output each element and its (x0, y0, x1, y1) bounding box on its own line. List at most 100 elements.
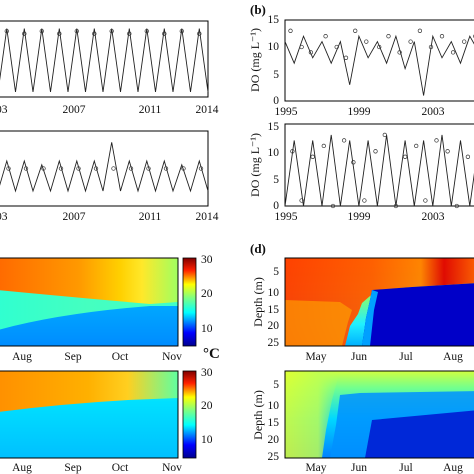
tick-label: 2014 (196, 211, 219, 223)
tick-label: Oct (112, 351, 129, 363)
observed-points (288, 28, 474, 60)
tick-label: Aug (12, 351, 32, 363)
heatmap-cold-layer (362, 283, 474, 346)
data-point (321, 143, 326, 149)
data-point (308, 50, 314, 55)
model-line (0, 28, 209, 92)
data-point (462, 39, 467, 44)
data-point (144, 28, 149, 34)
data-point (22, 31, 27, 36)
plot-frame (284, 370, 474, 459)
tick-label: Nov (162, 462, 182, 474)
data-point (163, 166, 169, 171)
tick-label: Jun (351, 351, 367, 363)
tick-label: 5 (273, 69, 279, 81)
tick-label: 2014 (196, 104, 219, 116)
data-point (417, 28, 423, 33)
tick-label: 0 (273, 95, 279, 107)
data-point (39, 28, 44, 34)
observed-points (4, 28, 202, 36)
tick-label: May (305, 462, 326, 474)
tick-label: 20 (201, 400, 213, 412)
plot-frame (0, 130, 209, 207)
data-point (92, 31, 97, 36)
tick-label: 03 (0, 104, 8, 116)
panel-c-bottom-colorbar: 10 20 30 (182, 367, 213, 459)
plot-frame (284, 123, 474, 207)
data-point (362, 198, 367, 203)
tick-label: Sep (64, 462, 82, 474)
observed-points (290, 132, 471, 209)
tick-label: Oct (112, 462, 129, 474)
data-point (4, 28, 9, 34)
data-point (323, 34, 328, 39)
plot-frame (284, 19, 474, 102)
panel-b-bottom: DO (mg L⁻¹) 0 5 10 15 1995 1999 2003 (248, 121, 474, 223)
data-point (454, 203, 459, 209)
data-point (434, 138, 439, 143)
data-point (353, 28, 358, 33)
panel-label-b: (b) (250, 2, 266, 17)
data-point (364, 39, 369, 44)
data-point (343, 55, 349, 60)
plot-frame (0, 20, 209, 98)
tick-label: 10 (201, 323, 213, 335)
data-point (127, 31, 132, 36)
panel-a-bottom (0, 130, 209, 207)
panel-d-bottom-heatmap: Depth (m) 5 10 15 20 25 May Jun Jul Aug (251, 370, 474, 474)
tick-label: 10 (268, 287, 280, 299)
tick-label: Aug (443, 462, 463, 474)
heatmap-cold-layer (365, 410, 474, 458)
data-point (334, 44, 339, 50)
panel-a-top (0, 20, 209, 98)
tick-label: Sep (64, 351, 82, 363)
tick-label: 2011 (139, 104, 162, 116)
colorbar (182, 257, 197, 347)
tick-label: 10 (268, 41, 280, 53)
tick-label: Aug (12, 462, 32, 474)
tick-label: 20 (201, 288, 213, 300)
panel-c-bottom-heatmap: Aug Sep Oct Nov (0, 370, 182, 474)
tick-label: 30 (201, 254, 213, 266)
tick-label: 15 (268, 121, 280, 133)
data-point (465, 154, 471, 159)
heatmap-warm-wedge (285, 371, 340, 458)
data-point (386, 34, 391, 39)
data-point (373, 149, 378, 154)
tick-label: 1995 (275, 106, 298, 118)
data-point (93, 166, 99, 171)
tick-label: 10 (201, 434, 213, 446)
tick-label: 2007 (63, 211, 86, 223)
data-point (128, 166, 134, 171)
heatmap-surface-layer (0, 371, 178, 412)
data-point (414, 143, 419, 149)
data-point (299, 44, 304, 50)
panel-b-top: DO (mg L⁻¹) 0 5 10 15 1995 1999 2003 (248, 14, 474, 118)
data-point (179, 28, 184, 34)
tick-label: 15 (268, 304, 280, 316)
data-point (439, 34, 445, 39)
tick-label: Nov (162, 351, 182, 363)
tick-label: 20 (268, 434, 280, 446)
data-point (351, 160, 356, 165)
data-point (198, 166, 204, 171)
data-point (74, 28, 79, 34)
plot-frame (0, 257, 179, 347)
panel-c-top-heatmap: Aug Sep Oct Nov (0, 257, 182, 363)
tick-label: Aug (443, 351, 463, 363)
data-point (181, 166, 186, 171)
data-point (382, 132, 387, 138)
data-point (445, 149, 450, 154)
tick-label: 2007 (63, 104, 86, 116)
tick-label: 5 (273, 174, 279, 186)
tick-label: 30 (201, 367, 213, 379)
data-point (428, 44, 434, 50)
tick-label: 20 (268, 320, 280, 332)
tick-label: 10 (268, 147, 280, 159)
panel-c-top-colorbar: 10 20 30 (182, 254, 213, 347)
colorbar (182, 370, 197, 459)
y-axis-label: DO (mg L⁻¹) (248, 133, 262, 197)
data-point (41, 166, 46, 171)
data-point (397, 50, 402, 55)
